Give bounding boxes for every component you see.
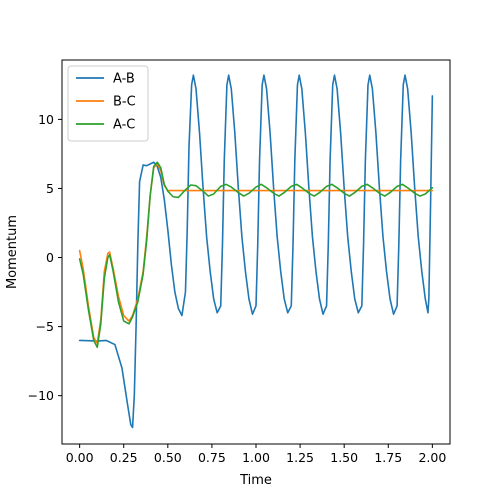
y-axis: −10 −5 0 5 10: [28, 112, 62, 403]
y-tick-label: 10: [38, 112, 54, 127]
legend-label-a-b: A-B: [113, 72, 135, 87]
series-line-a-b: [78, 74, 434, 429]
series-line-a-c: [78, 161, 434, 349]
y-tick-label: 5: [46, 181, 54, 196]
x-tick-label: 0.50: [154, 450, 182, 465]
x-axis-label: Time: [239, 473, 272, 488]
legend: A-B B-C A-C: [67, 65, 149, 142]
series-layer: [78, 74, 434, 429]
x-tick-label: 1.50: [330, 450, 358, 465]
legend-label-b-c: B-C: [113, 95, 136, 110]
x-tick-label: 0.75: [198, 450, 226, 465]
y-tick-label: −10: [28, 388, 54, 403]
x-axis: 0.00 0.25 0.50 0.75 1.00 1.25 1.50 1.75 2.00: [66, 444, 446, 465]
x-tick-label: 1.00: [242, 450, 270, 465]
y-axis-label: Momentum: [5, 215, 20, 289]
x-tick-label: 1.75: [374, 450, 402, 465]
legend-label-a-c: A-C: [113, 118, 135, 133]
y-tick-label: 0: [46, 250, 54, 265]
y-tick-label: −5: [36, 319, 54, 334]
x-tick-label: 0.00: [66, 450, 94, 465]
legend-box: [67, 65, 149, 142]
x-tick-label: 1.25: [286, 450, 314, 465]
x-tick-label: 0.25: [110, 450, 138, 465]
x-tick-label: 2.00: [418, 450, 446, 465]
